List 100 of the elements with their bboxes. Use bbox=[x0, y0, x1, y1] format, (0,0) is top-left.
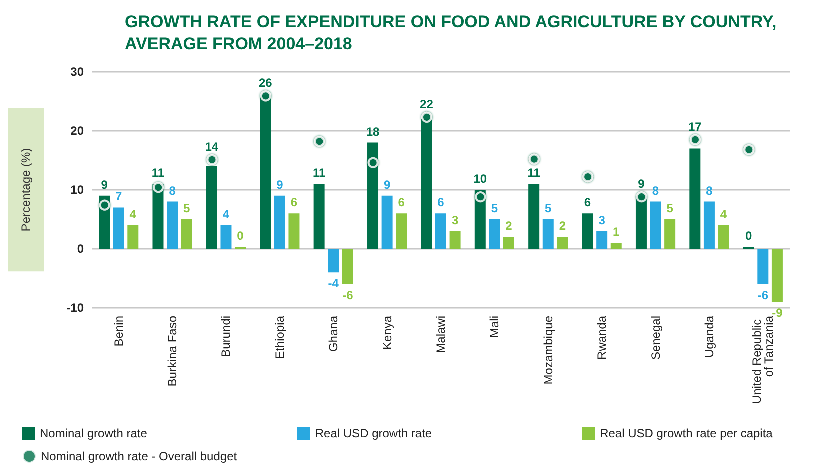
bar bbox=[342, 249, 354, 284]
bar bbox=[758, 249, 769, 284]
bar bbox=[690, 148, 701, 249]
data-label: 3 bbox=[452, 213, 459, 228]
legend-label: Real USD growth rate bbox=[315, 426, 432, 440]
point bbox=[206, 154, 218, 166]
data-label: 11 bbox=[152, 166, 165, 180]
data-label: 6 bbox=[290, 196, 298, 210]
bar bbox=[396, 214, 408, 249]
y-tick-label: -10 bbox=[66, 301, 84, 315]
point bbox=[260, 90, 272, 102]
x-tick-label: Mozambique bbox=[541, 316, 556, 385]
x-tick-label: Kenya bbox=[380, 316, 394, 350]
bar bbox=[113, 208, 124, 249]
point bbox=[528, 154, 540, 165]
bar bbox=[128, 225, 139, 249]
data-label: -4 bbox=[328, 276, 340, 291]
data-label: 22 bbox=[420, 97, 434, 112]
data-label: 4 bbox=[222, 207, 230, 222]
data-label: 11 bbox=[528, 166, 541, 180]
x-tick-label: Senegal bbox=[648, 316, 663, 360]
x-tick-label: Ethiopia bbox=[272, 316, 287, 360]
bar bbox=[528, 184, 540, 249]
bar bbox=[664, 220, 676, 249]
data-label: 5 bbox=[183, 202, 190, 216]
bar bbox=[557, 237, 568, 249]
x-tick-label: Rwanda bbox=[595, 316, 610, 360]
bar bbox=[542, 220, 554, 249]
data-label: 11 bbox=[312, 166, 326, 180]
x-tick-label: Benin bbox=[112, 316, 126, 347]
data-label: 8 bbox=[169, 184, 176, 198]
bar bbox=[772, 249, 783, 302]
bar bbox=[489, 220, 500, 249]
data-label: 5 bbox=[491, 202, 498, 216]
bar bbox=[288, 214, 300, 249]
data-label: 9 bbox=[101, 178, 108, 192]
point bbox=[690, 134, 701, 146]
data-label: 6 bbox=[438, 196, 445, 210]
data-label: 1 bbox=[613, 225, 620, 240]
data-label: 10 bbox=[474, 172, 488, 186]
data-label: 9 bbox=[638, 177, 646, 192]
legend-label: Nominal growth rate bbox=[40, 426, 148, 440]
data-label: 18 bbox=[366, 124, 380, 139]
bar bbox=[314, 184, 325, 249]
data-label: 4 bbox=[130, 207, 137, 222]
bar bbox=[368, 142, 379, 249]
bar bbox=[274, 196, 286, 249]
bar bbox=[650, 202, 662, 249]
data-label: -6 bbox=[758, 288, 769, 302]
x-tick-label: Uganda bbox=[702, 316, 716, 358]
data-label: 9 bbox=[384, 178, 391, 192]
x-tick-label: Malawi bbox=[434, 316, 448, 354]
chart-title: GROWTH RATE OF EXPENDITURE ON FOOD AND AGRICULTURE BY COUNTRY, AVERAGE FROM 2004–2018 bbox=[125, 12, 777, 54]
legend-label: Real USD growth rate per capita bbox=[600, 426, 774, 440]
point bbox=[153, 182, 164, 194]
point bbox=[368, 157, 379, 168]
data-label: 6 bbox=[584, 196, 592, 210]
legend-label: Nominal growth rate - Overall budget bbox=[41, 450, 238, 464]
y-tick-label: 20 bbox=[70, 124, 84, 138]
data-label: 26 bbox=[258, 76, 273, 90]
point bbox=[314, 136, 326, 148]
point bbox=[636, 192, 648, 203]
data-label: 5 bbox=[545, 202, 552, 216]
x-tick-label: Ghana bbox=[326, 316, 341, 352]
bar bbox=[582, 214, 594, 249]
data-label: 17 bbox=[688, 120, 702, 134]
bar bbox=[328, 249, 340, 273]
y-tick-label: 0 bbox=[77, 242, 84, 256]
data-label: 3 bbox=[598, 213, 606, 228]
y-tick-label: 10 bbox=[70, 183, 84, 197]
bar bbox=[596, 231, 608, 249]
bar bbox=[704, 202, 715, 249]
point bbox=[475, 192, 486, 203]
data-label: 8 bbox=[652, 184, 660, 198]
y-axis-title: Percentage (%) bbox=[19, 148, 33, 232]
data-label: 2 bbox=[559, 219, 566, 234]
data-label: 6 bbox=[398, 196, 406, 210]
data-label: 7 bbox=[116, 190, 122, 204]
x-tick-label: Burundi bbox=[219, 316, 234, 358]
bar bbox=[167, 202, 178, 249]
point bbox=[99, 200, 110, 211]
data-label: 5 bbox=[666, 202, 674, 216]
data-label: 0 bbox=[237, 229, 244, 243]
data-label: 2 bbox=[506, 219, 513, 234]
data-label: 4 bbox=[720, 207, 728, 222]
bar bbox=[436, 214, 446, 249]
point bbox=[422, 112, 432, 123]
bar bbox=[382, 196, 393, 249]
point bbox=[744, 144, 755, 156]
data-label: -6 bbox=[342, 288, 354, 302]
y-tick-label: 30 bbox=[70, 65, 84, 79]
data-label: 14 bbox=[205, 140, 219, 154]
data-label: 0 bbox=[746, 229, 753, 243]
bar bbox=[220, 225, 232, 249]
x-tick-label: Mali bbox=[488, 316, 502, 338]
data-label: 8 bbox=[706, 184, 714, 198]
x-tick-label: Burkina Faso bbox=[166, 316, 180, 387]
bar bbox=[181, 220, 192, 249]
bar bbox=[610, 243, 622, 249]
point bbox=[582, 172, 594, 183]
